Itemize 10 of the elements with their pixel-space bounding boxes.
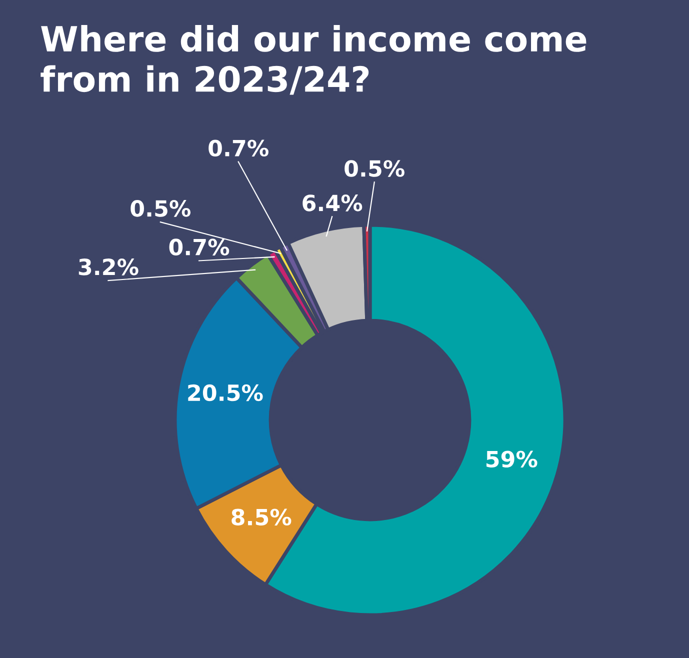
- data-label: 6.4%: [302, 194, 362, 212]
- data-label: 0.7%: [169, 238, 230, 256]
- data-label: 20.5%: [188, 384, 263, 402]
- data-label: 8.5%: [232, 508, 292, 526]
- data-label: 0.5%: [130, 200, 191, 217]
- data-label: 0.5%: [344, 160, 404, 177]
- data-label: 0.7%: [208, 140, 268, 157]
- data-label: 3.2%: [78, 258, 138, 276]
- data-label: 59%: [486, 450, 538, 468]
- chart-title: Where did our income come from in 2023/24?: [40, 25, 586, 95]
